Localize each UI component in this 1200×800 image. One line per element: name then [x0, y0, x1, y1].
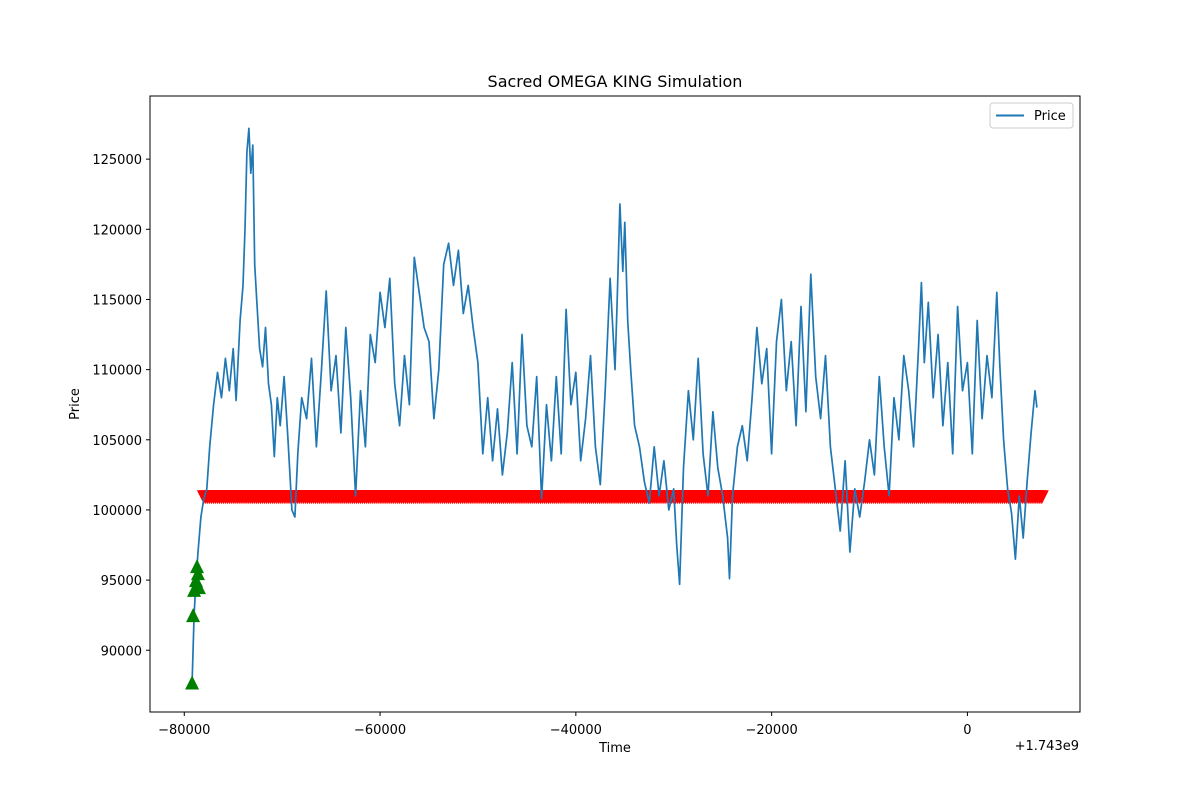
buy-marker: [191, 580, 206, 595]
y-tick-label: 90000: [101, 644, 142, 659]
y-tick-label: 105000: [92, 434, 142, 449]
y-tick-label: 100000: [92, 504, 142, 519]
buy-marker: [185, 675, 200, 690]
x-tick-label: −60000: [354, 723, 406, 738]
x-axis-label: Time: [598, 741, 631, 756]
x-tick-label: −40000: [550, 723, 602, 738]
x-tick-label: 0: [963, 723, 971, 738]
buy-marker: [186, 608, 201, 623]
y-tick-label: 95000: [101, 574, 142, 589]
y-tick-label: 120000: [92, 223, 142, 238]
y-tick-label: 115000: [92, 293, 142, 308]
x-tick-label: −80000: [158, 723, 210, 738]
y-axis-label: Price: [68, 388, 83, 420]
price-series-line: [191, 127, 1038, 683]
buy-marker: [189, 559, 204, 574]
sell-marker: [1034, 490, 1049, 505]
y-axis: 90000 95000 100000 105000 110000 115000 120000…: [92, 153, 150, 659]
plot-area: [185, 127, 1049, 690]
y-tick-label: 125000: [92, 153, 142, 168]
x-tick-label: −20000: [746, 723, 798, 738]
legend-box: [989, 102, 1074, 129]
chart-title: Sacred OMEGA KING Simulation: [488, 72, 743, 91]
buy-marker: [190, 566, 205, 581]
legend-price-label: Price: [1034, 109, 1066, 124]
plot-frame: [149, 95, 1081, 713]
x-axis-offset-label: +1.743e9: [1015, 739, 1079, 754]
legend: Price: [989, 102, 1074, 129]
y-tick-label: 110000: [92, 364, 142, 379]
x-axis: −80000 −60000 −40000 −20000 0: [158, 712, 972, 738]
